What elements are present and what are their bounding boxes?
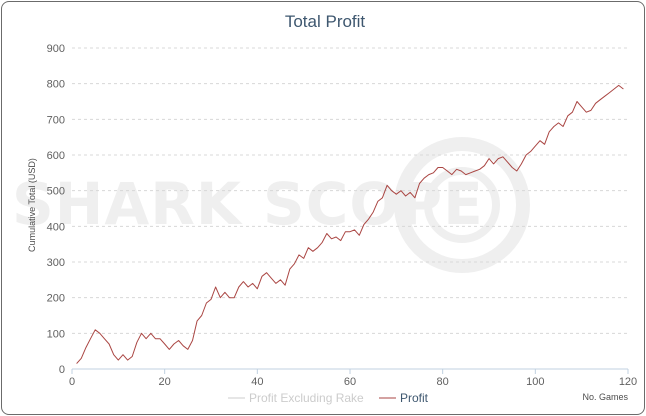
- y-tick-label: 700: [47, 114, 65, 126]
- watermark: SHARK SCOPE: [12, 137, 530, 273]
- y-tick-label: 400: [47, 221, 65, 233]
- watermark-scope-ring: [394, 137, 530, 273]
- x-axis-title: No. Games: [582, 392, 628, 402]
- x-tick-label: 120: [619, 376, 637, 388]
- y-tick-label: 500: [47, 186, 65, 198]
- x-tick-label: 80: [437, 376, 449, 388]
- chart-title: Total Profit: [285, 12, 366, 31]
- legend-label-profit-excluding-rake: Profit Excluding Rake: [249, 391, 364, 405]
- x-tick-label: 20: [159, 376, 171, 388]
- x-tick-label: 60: [344, 376, 356, 388]
- y-tick-label: 0: [59, 364, 65, 376]
- y-axis-ticks: 0 100 200 300 400 500 600 700 800 900: [47, 43, 65, 376]
- x-tick-label: 100: [526, 376, 544, 388]
- legend-item-profit-excluding-rake[interactable]: Profit Excluding Rake: [228, 391, 364, 405]
- x-axis-ticks: 0 20 40 60 80 100 120: [69, 369, 637, 388]
- x-tick-label: 40: [251, 376, 263, 388]
- legend-item-profit[interactable]: Profit: [379, 391, 429, 405]
- y-tick-label: 100: [47, 328, 65, 340]
- series-line-profit[interactable]: [76, 84, 624, 364]
- grid: [72, 47, 628, 334]
- y-tick-label: 300: [47, 257, 65, 269]
- y-axis-title: Cumulative Total (USD): [27, 158, 37, 252]
- y-tick-label: 600: [47, 150, 65, 162]
- y-tick-label: 800: [47, 79, 65, 91]
- x-tick-label: 0: [69, 376, 75, 388]
- legend-label-profit: Profit: [400, 391, 429, 405]
- y-tick-label: 200: [47, 293, 65, 305]
- series-group: [76, 84, 624, 364]
- y-tick-label: 900: [47, 43, 65, 55]
- legend[interactable]: Profit Excluding Rake Profit: [228, 391, 429, 405]
